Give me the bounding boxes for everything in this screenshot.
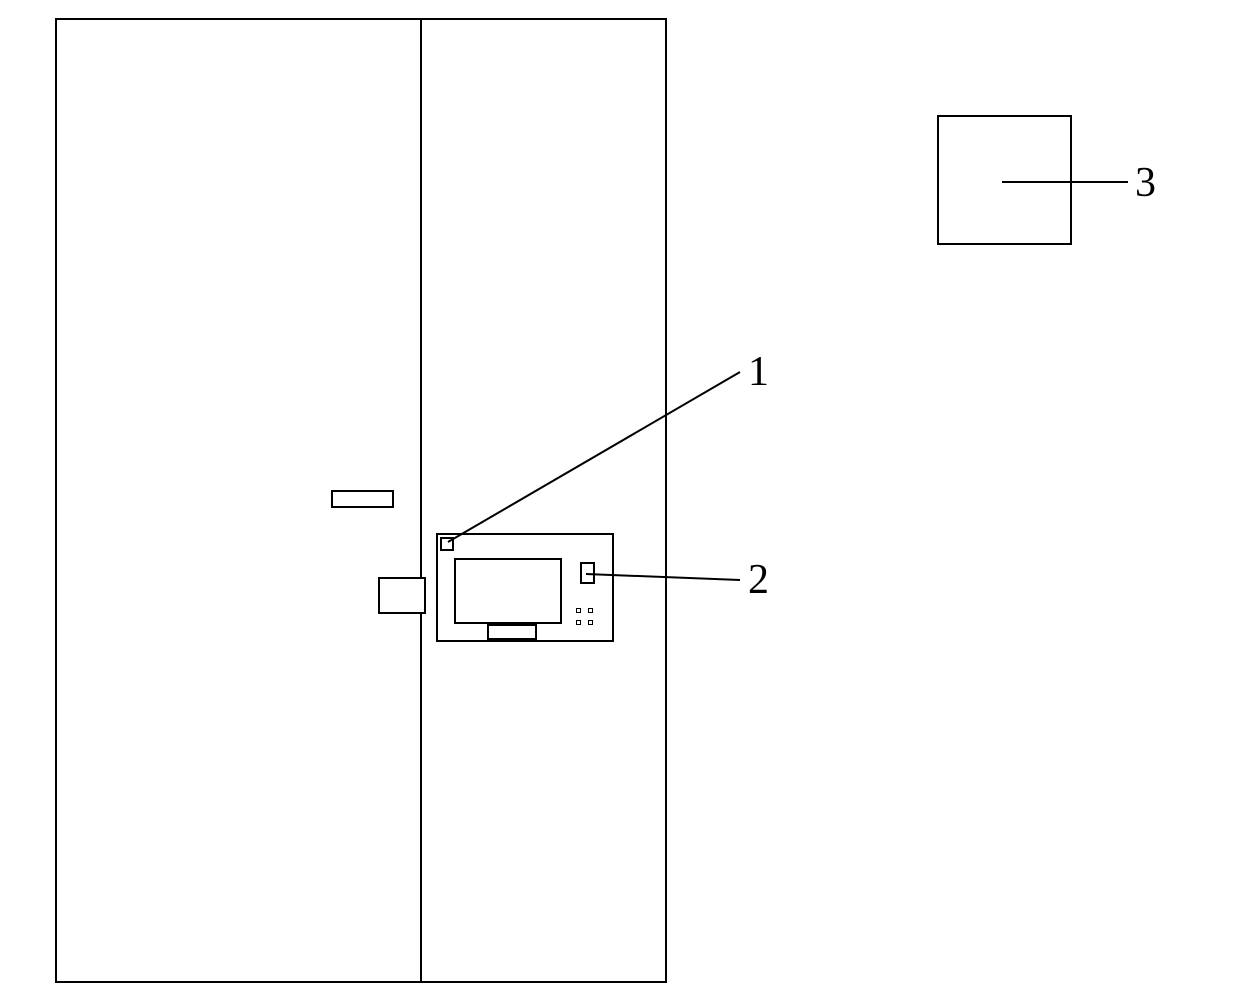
label-3: 3 xyxy=(1135,159,1156,207)
label-2: 2 xyxy=(748,556,769,604)
label-1: 1 xyxy=(748,348,769,396)
leader-line-3 xyxy=(0,0,1240,1004)
technical-diagram: 1 2 3 xyxy=(0,0,1240,1004)
